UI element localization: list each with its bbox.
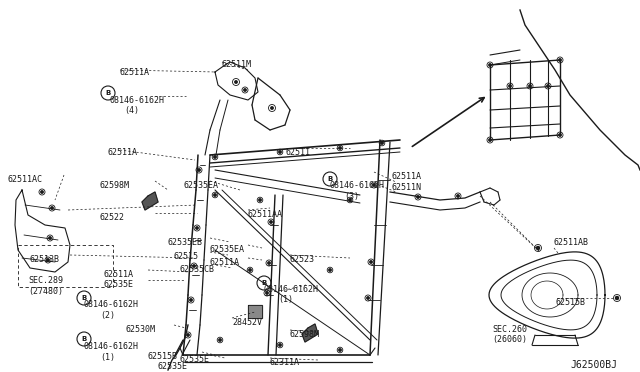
Text: 62535CB: 62535CB — [180, 265, 215, 274]
Text: 62523: 62523 — [290, 255, 315, 264]
Text: 62511A: 62511A — [108, 148, 138, 157]
Text: 62535E: 62535E — [104, 280, 134, 289]
Circle shape — [219, 339, 221, 341]
Circle shape — [271, 107, 273, 109]
Text: 62511A: 62511A — [104, 270, 134, 279]
Circle shape — [559, 59, 561, 61]
Circle shape — [339, 349, 341, 351]
Text: 62530M: 62530M — [125, 325, 155, 334]
Circle shape — [367, 297, 369, 299]
Text: 62513B: 62513B — [30, 255, 60, 264]
Circle shape — [349, 199, 351, 201]
Text: (3): (3) — [344, 192, 359, 201]
Circle shape — [536, 247, 540, 250]
Circle shape — [616, 297, 618, 299]
Circle shape — [266, 292, 268, 294]
Text: (26060): (26060) — [492, 335, 527, 344]
Text: J62500BJ: J62500BJ — [570, 360, 617, 370]
Text: 62511N: 62511N — [392, 183, 422, 192]
Text: 08146-6162H: 08146-6162H — [330, 181, 385, 190]
Text: 62515B: 62515B — [556, 298, 586, 307]
Circle shape — [193, 265, 195, 267]
Text: 62515: 62515 — [174, 252, 199, 261]
Circle shape — [372, 184, 375, 186]
Text: 62511AB: 62511AB — [554, 238, 589, 247]
Circle shape — [214, 194, 216, 196]
Text: (2): (2) — [100, 311, 115, 320]
Circle shape — [381, 142, 383, 144]
Text: 08146-6162H: 08146-6162H — [84, 342, 139, 351]
Text: (1): (1) — [100, 353, 115, 362]
Text: B: B — [106, 90, 111, 96]
Circle shape — [537, 247, 540, 249]
Text: 28452V: 28452V — [232, 318, 262, 327]
Text: SEC.260: SEC.260 — [492, 325, 527, 334]
Text: 62535E: 62535E — [180, 355, 210, 364]
Circle shape — [259, 199, 261, 201]
Polygon shape — [142, 192, 158, 210]
Circle shape — [457, 195, 460, 197]
Circle shape — [329, 269, 332, 271]
Text: 62511A: 62511A — [210, 258, 240, 267]
Circle shape — [279, 151, 281, 153]
Circle shape — [489, 64, 492, 66]
Text: SEC.289: SEC.289 — [28, 276, 63, 285]
Polygon shape — [248, 305, 262, 318]
Circle shape — [214, 156, 216, 158]
Text: 08146-6162H: 08146-6162H — [264, 285, 319, 294]
Text: 62598M: 62598M — [100, 181, 130, 190]
Circle shape — [529, 85, 531, 87]
Text: 62511M: 62511M — [222, 60, 252, 69]
Text: 62535E: 62535E — [158, 362, 188, 371]
Circle shape — [559, 134, 561, 136]
Text: B: B — [261, 280, 267, 286]
Text: B: B — [328, 176, 333, 182]
Circle shape — [190, 299, 192, 301]
Text: (4): (4) — [124, 106, 139, 115]
Text: 62511AA: 62511AA — [248, 210, 283, 219]
Circle shape — [47, 259, 49, 261]
Text: 62515B: 62515B — [148, 352, 178, 361]
Text: 62511A: 62511A — [120, 68, 150, 77]
Bar — [18, 245, 113, 287]
Text: 08146-6162H: 08146-6162H — [110, 96, 165, 105]
Circle shape — [235, 81, 237, 83]
Circle shape — [370, 261, 372, 263]
Text: 62311A: 62311A — [270, 358, 300, 367]
Circle shape — [49, 237, 51, 239]
Text: 62511A: 62511A — [392, 172, 422, 181]
Circle shape — [51, 207, 53, 209]
Circle shape — [244, 89, 246, 91]
Text: 62598M: 62598M — [290, 330, 320, 339]
Circle shape — [196, 227, 198, 229]
Text: (1): (1) — [278, 295, 293, 304]
Circle shape — [616, 296, 618, 299]
Text: B: B — [81, 336, 86, 342]
Circle shape — [509, 85, 511, 87]
Circle shape — [41, 191, 44, 193]
Circle shape — [187, 334, 189, 336]
Text: 62511AC: 62511AC — [8, 175, 43, 184]
Circle shape — [268, 262, 270, 264]
Circle shape — [489, 139, 492, 141]
Circle shape — [279, 344, 281, 346]
Text: 62522: 62522 — [100, 213, 125, 222]
Text: 08146-6162H: 08146-6162H — [84, 300, 139, 309]
Text: 62535EA: 62535EA — [210, 245, 245, 254]
Circle shape — [547, 85, 549, 87]
Circle shape — [198, 169, 200, 171]
Text: 62535EB: 62535EB — [168, 238, 203, 247]
Circle shape — [270, 221, 272, 223]
Circle shape — [417, 196, 419, 198]
Text: 62535EA: 62535EA — [183, 181, 218, 190]
Text: (27480): (27480) — [28, 287, 63, 296]
Text: 62511: 62511 — [286, 148, 311, 157]
Circle shape — [339, 147, 341, 149]
Polygon shape — [302, 324, 318, 342]
Text: B: B — [81, 295, 86, 301]
Circle shape — [249, 269, 251, 271]
